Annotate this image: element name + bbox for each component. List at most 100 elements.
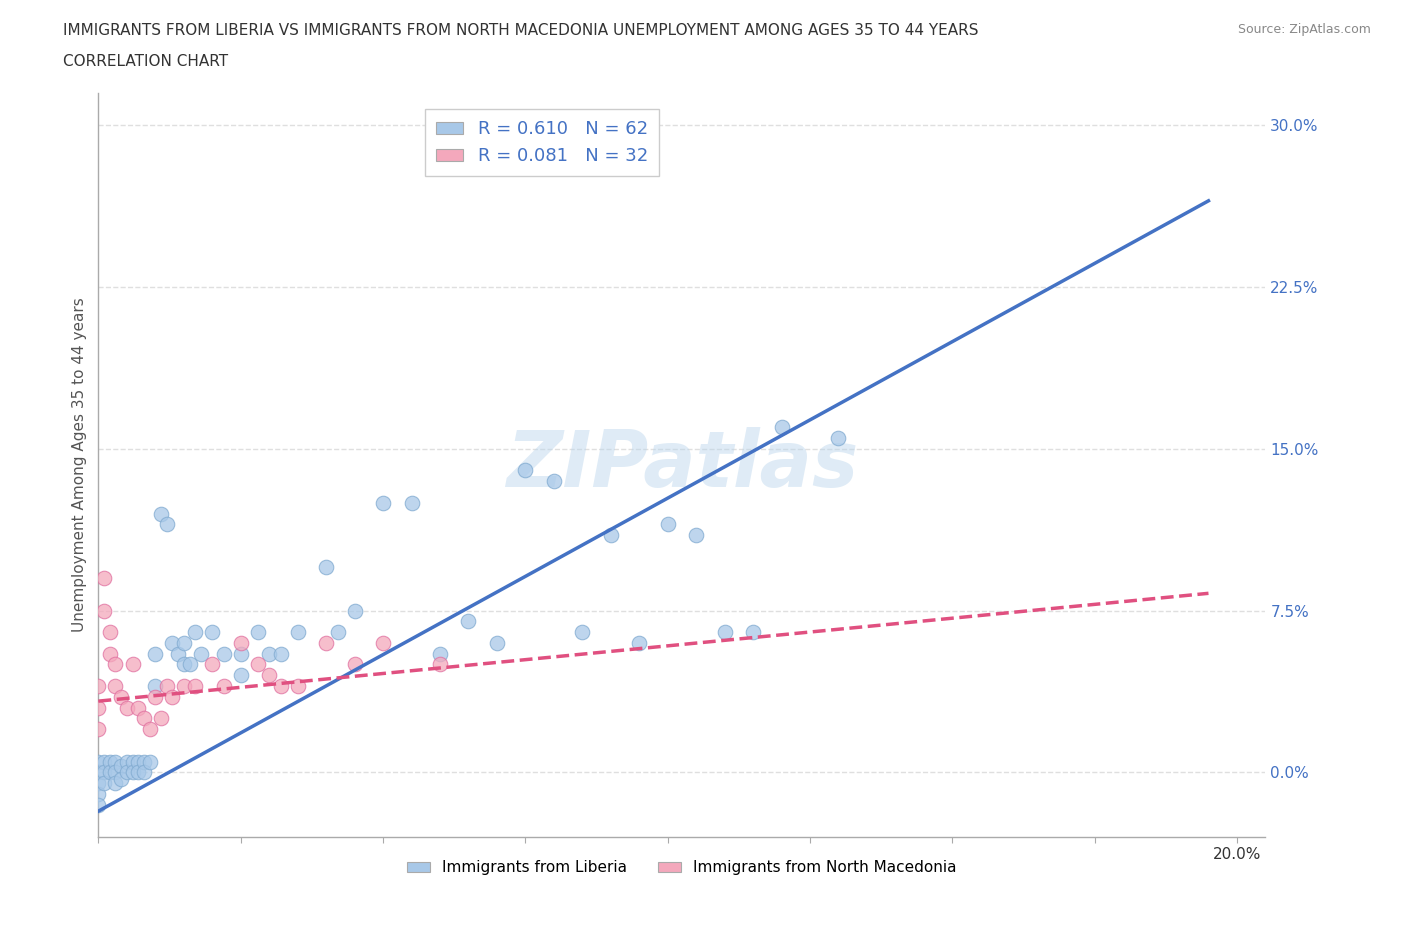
Point [457,614,479,629]
Point [343,657,366,671]
Point [93,604,115,618]
Point [401,496,423,511]
Point [98,754,121,769]
Point [371,496,394,511]
Point [115,700,138,715]
Point [212,679,235,694]
Point [150,711,173,725]
Point [201,625,224,640]
Point [115,764,138,779]
Point [87,776,110,790]
Point [132,754,155,769]
Point [685,527,707,542]
Point [628,635,651,650]
Point [827,431,849,445]
Point [110,758,132,773]
Point [315,635,337,650]
Point [115,754,138,769]
Point [150,506,173,521]
Point [87,797,110,812]
Point [571,625,593,640]
Point [179,657,201,671]
Point [770,419,793,434]
Legend: Immigrants from Liberia, Immigrants from North Macedonia: Immigrants from Liberia, Immigrants from… [401,855,963,882]
Point [270,646,292,661]
Point [87,787,110,802]
Point [599,527,621,542]
Y-axis label: Unemployment Among Ages 35 to 44 years: Unemployment Among Ages 35 to 44 years [72,298,87,632]
Point [98,764,121,779]
Point [229,646,252,661]
Point [190,646,212,661]
Point [212,646,235,661]
Point [93,776,115,790]
Point [98,646,121,661]
Point [127,764,149,779]
Point [93,764,115,779]
Point [143,689,166,704]
Point [657,517,679,532]
Point [110,689,132,704]
Point [429,657,451,671]
Point [98,625,121,640]
Point [121,754,143,769]
Point [127,700,149,715]
Point [87,722,110,737]
Point [104,764,127,779]
Point [167,646,190,661]
Point [270,679,292,694]
Text: ZIPatlas: ZIPatlas [506,427,858,503]
Point [315,560,337,575]
Point [87,679,110,694]
Point [104,754,127,769]
Point [104,679,127,694]
Point [287,625,309,640]
Point [246,657,269,671]
Point [184,625,207,640]
Point [371,635,394,650]
Point [93,754,115,769]
Point [742,625,765,640]
Point [87,754,110,769]
Point [229,635,252,650]
Point [132,764,155,779]
Point [713,625,735,640]
Point [156,679,179,694]
Point [162,689,184,704]
Point [173,657,195,671]
Point [201,657,224,671]
Point [246,625,269,640]
Point [173,635,195,650]
Point [104,657,127,671]
Point [138,754,160,769]
Point [543,473,565,488]
Point [87,764,110,779]
Text: IMMIGRANTS FROM LIBERIA VS IMMIGRANTS FROM NORTH MACEDONIA UNEMPLOYMENT AMONG AG: IMMIGRANTS FROM LIBERIA VS IMMIGRANTS FR… [63,23,979,38]
Text: CORRELATION CHART: CORRELATION CHART [63,54,228,69]
Point [485,635,508,650]
Text: Source: ZipAtlas.com: Source: ZipAtlas.com [1237,23,1371,36]
Point [138,722,160,737]
Point [121,764,143,779]
Point [229,668,252,683]
Point [156,517,179,532]
Point [184,679,207,694]
Point [257,646,280,661]
Point [93,571,115,586]
Point [110,771,132,786]
Point [127,754,149,769]
Point [326,625,349,640]
Point [287,679,309,694]
Point [162,635,184,650]
Point [173,679,195,694]
Point [257,668,280,683]
Point [104,776,127,790]
Point [343,604,366,618]
Point [132,711,155,725]
Point [121,657,143,671]
Point [515,463,537,478]
Point [87,700,110,715]
Point [429,646,451,661]
Point [143,679,166,694]
Point [143,646,166,661]
